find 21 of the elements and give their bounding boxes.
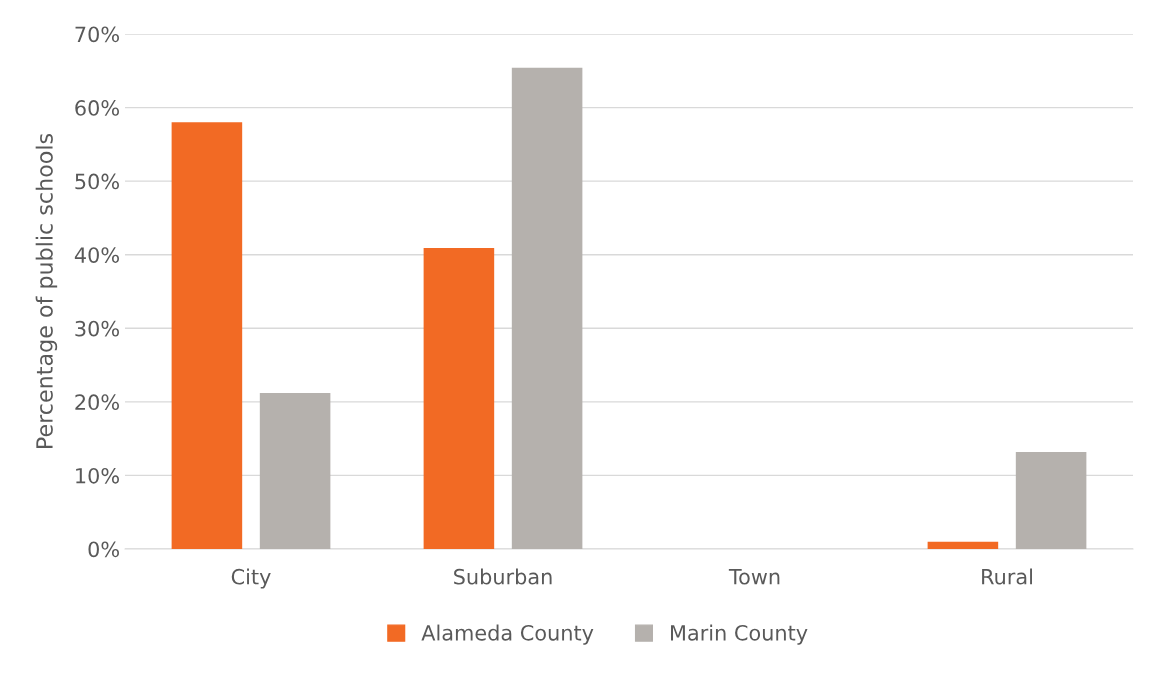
y-tick-label: 40% xyxy=(74,247,119,263)
legend-label: Alameda County xyxy=(421,624,594,645)
y-tick-label: 30% xyxy=(75,320,119,337)
bar xyxy=(171,122,243,549)
bar xyxy=(423,248,495,549)
y-axis-title: Percentage of public schools xyxy=(35,133,58,448)
y-tick-label: 10% xyxy=(76,467,119,484)
x-tick-label: Town xyxy=(728,569,780,585)
bar xyxy=(1015,451,1087,549)
y-tick-label: 50% xyxy=(75,173,119,190)
x-tick-label: Suburban xyxy=(454,568,552,585)
bar xyxy=(927,541,999,549)
legend-label: Marin County xyxy=(671,624,808,645)
y-tick-label: 60% xyxy=(75,100,119,116)
x-tick-label: City xyxy=(231,568,271,589)
x-tick-label: Rural xyxy=(982,568,1032,585)
y-tick-label: 20% xyxy=(75,394,119,411)
y-tick-label: 70% xyxy=(75,26,119,43)
y-tick-label: 0% xyxy=(88,541,119,558)
bar xyxy=(259,393,331,549)
bar xyxy=(511,67,583,549)
